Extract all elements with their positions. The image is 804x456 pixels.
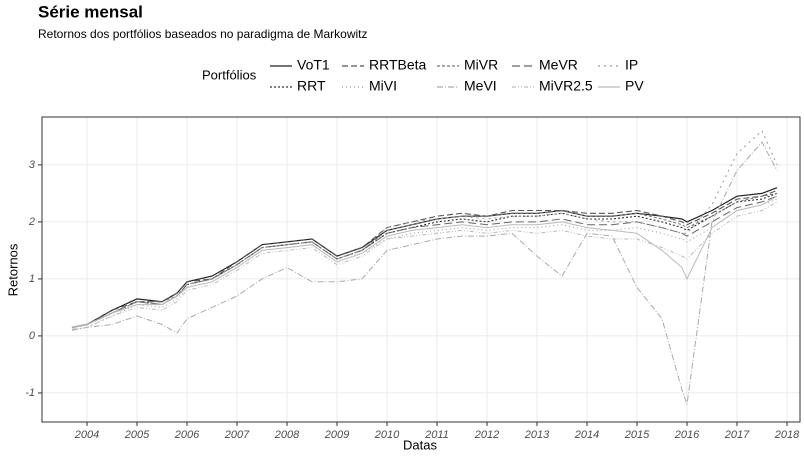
series-line xyxy=(71,187,778,328)
legend-label: VoT1 xyxy=(297,57,330,73)
x-tick-label: 2009 xyxy=(324,429,349,441)
series-line xyxy=(71,192,778,328)
grid xyxy=(42,117,800,422)
chart-subtitle: Retornos dos portfólios baseados no para… xyxy=(38,27,368,41)
y-tick-label: 3 xyxy=(29,159,36,171)
x-tick-label: 2017 xyxy=(724,429,750,441)
legend-label: IP xyxy=(625,57,638,73)
x-tick-label: 2016 xyxy=(674,429,700,441)
x-tick-label: 2011 xyxy=(424,429,449,441)
x-tick-label: 2014 xyxy=(574,429,599,441)
legend-title: Portfólios xyxy=(202,67,257,82)
y-tick-label: 1 xyxy=(29,273,35,285)
y-tick-label: 0 xyxy=(29,330,36,342)
y-tick-label: -1 xyxy=(25,387,35,399)
legend-label: RRT xyxy=(297,78,326,94)
legend-label: MiVR xyxy=(464,57,498,73)
legend-label: MiVR2.5 xyxy=(539,78,593,94)
x-tick-label: 2015 xyxy=(624,429,650,441)
series-line xyxy=(71,192,778,328)
x-tick-label: 2007 xyxy=(224,429,250,441)
x-tick-label: 2004 xyxy=(74,429,99,441)
x-tick-label: 2013 xyxy=(524,429,550,441)
legend-label: MiVI xyxy=(369,78,397,94)
chart-title: Série mensal xyxy=(38,2,143,21)
x-tick-label: 2005 xyxy=(124,429,150,441)
y-tick-label: 2 xyxy=(28,216,35,228)
y-axis-label: Retornos xyxy=(5,243,20,296)
x-tick-label: 2006 xyxy=(174,429,200,441)
x-tick-label: 2018 xyxy=(774,429,800,441)
series-line xyxy=(71,141,778,405)
series-line xyxy=(71,201,778,330)
series-line xyxy=(71,189,778,328)
lines xyxy=(71,129,778,405)
series-line xyxy=(71,195,778,328)
x-tick-label: 2012 xyxy=(474,429,499,441)
x-tick-label: 2008 xyxy=(274,429,300,441)
panel-border xyxy=(41,116,801,423)
legend-label: RRTBeta xyxy=(369,57,427,73)
x-axis-label: Datas xyxy=(403,437,437,452)
legend-label: MeVI xyxy=(464,78,497,94)
legend-label: MeVR xyxy=(539,57,578,73)
x-tick-label: 2010 xyxy=(374,429,400,441)
legend-label: PV xyxy=(625,78,644,94)
